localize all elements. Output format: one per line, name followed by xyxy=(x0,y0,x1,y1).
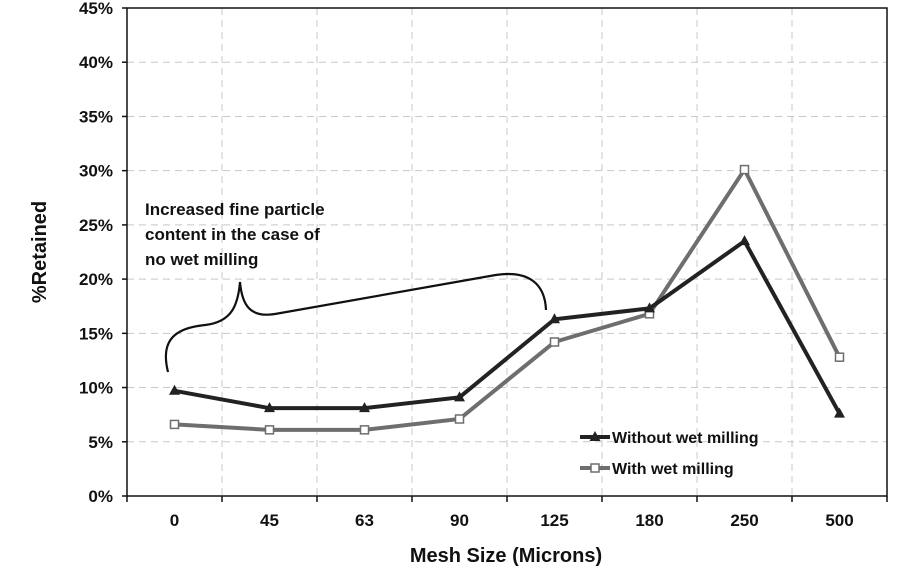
series-with-wet-milling xyxy=(169,164,845,435)
triangle-marker xyxy=(359,402,370,413)
triangle-marker xyxy=(739,235,750,246)
y-tick-labels: 0% 5% 10% 15% 20% 25% 30% 35% 40% 45% xyxy=(79,0,113,506)
y-tick-label: 0% xyxy=(88,487,113,506)
y-tick-label: 45% xyxy=(79,0,113,18)
triangle-marker xyxy=(454,391,465,402)
x-tick-label: 45 xyxy=(260,511,279,530)
legend-item: With wet milling xyxy=(580,461,734,478)
x-tick-label: 63 xyxy=(355,511,374,530)
triangle-marker xyxy=(834,407,845,418)
x-tick-labels: 0 45 63 90 125 180 250 500 xyxy=(170,511,854,530)
triangle-marker xyxy=(264,402,275,413)
grid xyxy=(127,7,887,496)
square-marker xyxy=(834,352,845,362)
x-tick-label: 0 xyxy=(170,511,179,530)
square-marker xyxy=(590,463,600,473)
y-tick-label: 15% xyxy=(79,324,113,343)
x-tick-label: 500 xyxy=(825,511,853,530)
annotation-line-1: Increased fine particle xyxy=(145,200,325,219)
x-axis-label: Mesh Size (Microns) xyxy=(410,545,602,567)
annotation: Increased fine particle content in the c… xyxy=(145,200,548,373)
y-tick-label: 20% xyxy=(79,270,113,289)
annotation-line-2: content in the case of xyxy=(145,225,320,244)
series-line xyxy=(174,238,842,415)
legend-label: Without wet milling xyxy=(612,430,759,447)
y-tick-label: 5% xyxy=(88,433,113,452)
square-marker xyxy=(549,337,560,347)
square-marker xyxy=(454,414,465,424)
series-group xyxy=(169,164,845,435)
square-marker xyxy=(359,425,370,435)
y-tick-label: 10% xyxy=(79,379,113,398)
legend-item: Without wet milling xyxy=(580,430,759,447)
annotation-line-3: no wet milling xyxy=(145,250,258,269)
plot-border xyxy=(126,7,888,497)
square-marker xyxy=(169,419,180,430)
x-tick-label: 125 xyxy=(540,511,568,530)
series-without-wet-milling xyxy=(169,235,845,418)
y-tick-label: 40% xyxy=(79,53,113,72)
y-tick-label: 35% xyxy=(79,107,113,126)
legend-label: With wet milling xyxy=(612,461,734,478)
axes xyxy=(122,7,888,502)
annotation-brace xyxy=(164,272,548,373)
series-line xyxy=(174,165,842,432)
square-marker xyxy=(264,425,275,435)
legend: Without wet milling With wet milling xyxy=(580,430,759,478)
triangle-marker xyxy=(549,313,560,324)
square-marker xyxy=(739,164,750,175)
triangle-marker xyxy=(644,302,655,313)
x-tick-label: 180 xyxy=(635,511,663,530)
x-tick-label: 250 xyxy=(730,511,758,530)
y-axis-label: %Retained xyxy=(29,201,51,303)
triangle-marker xyxy=(169,384,180,395)
y-tick-label: 30% xyxy=(79,162,113,181)
y-tick-label: 25% xyxy=(79,216,113,235)
triangle-marker xyxy=(589,431,601,441)
x-tick-label: 90 xyxy=(450,511,469,530)
